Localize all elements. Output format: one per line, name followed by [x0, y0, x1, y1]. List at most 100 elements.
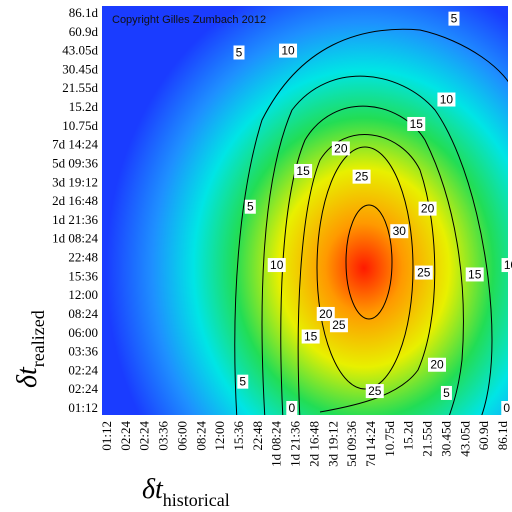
x-tick-label: 1d 21:36 — [288, 421, 303, 467]
svg-text:δtrealized: δtrealized — [12, 310, 48, 388]
contour-labels: 5555510101010151515152020202025252525300… — [233, 11, 512, 415]
y-tick-label: 22:48 — [68, 250, 98, 265]
contour-label-bg — [440, 385, 452, 400]
y-tick-label: 60.9d — [69, 24, 99, 39]
y-tick-label: 7d 14:24 — [52, 137, 98, 152]
x-tick-label: 08:24 — [193, 421, 208, 451]
y-tick-label: 86.1d — [69, 5, 99, 20]
x-tick-label: 10.75d — [382, 421, 397, 457]
contour-label: 20 — [430, 358, 444, 372]
contour-label: 5 — [451, 12, 458, 26]
contour-label: 10 — [504, 258, 512, 272]
contour-label-bg — [365, 384, 384, 399]
x-tick-label: 15:36 — [231, 421, 246, 451]
y-tick-label: 43.05d — [62, 43, 98, 58]
contour-label: 0 — [503, 401, 510, 415]
contour-label: 30 — [393, 224, 407, 238]
contour-label-bg — [501, 258, 512, 273]
contour-label-bg — [448, 11, 460, 26]
x-tick-label: 5d 09:36 — [344, 421, 359, 467]
y-tick-label: 1d 08:24 — [52, 231, 98, 246]
contour-line-30 — [345, 204, 393, 320]
heat-field — [102, 6, 508, 415]
y-tick-label: 02:24 — [68, 362, 98, 377]
contour-label-bg — [244, 199, 256, 214]
contour-label-bg — [418, 201, 437, 216]
plot-area: 5555510101010151515152020202025252525300… — [102, 6, 512, 415]
contour-line-5 — [234, 28, 508, 415]
x-tick-label: 3d 19:12 — [325, 421, 340, 467]
contour-label-bg — [286, 401, 298, 415]
y-tick-label: 10.75d — [62, 118, 98, 133]
contour-label: 10 — [440, 93, 454, 107]
x-tick-label: 03:36 — [156, 421, 171, 451]
contour-label: 20 — [421, 202, 435, 216]
contour-label-bg — [331, 141, 350, 156]
contour-label-bg — [237, 374, 249, 389]
x-tick-label: 06:00 — [174, 421, 189, 451]
contour-label-bg — [329, 318, 348, 333]
x-tick-label: 21.55d — [420, 421, 435, 457]
x-tick-label: 12:00 — [212, 421, 227, 451]
contour-line-25 — [316, 146, 414, 390]
y-tick-label: 08:24 — [68, 306, 98, 321]
x-tick-label: 02:24 — [118, 421, 133, 451]
x-tick-label: 30.45d — [438, 421, 453, 457]
contour-label-bg — [301, 329, 320, 344]
contour-label: 25 — [355, 170, 369, 184]
x-tick-label: 60.9d — [476, 420, 491, 450]
x-tick-label: 86.1d — [495, 421, 510, 451]
x-axis-ticks: 01:12 02:24 02:24 03:36 06:00 08:24 12:00 15:36… — [99, 420, 510, 466]
y-axis-ticks: 86.1d 60.9d 43.05d 30.45d 21.55d 15.2d 10.75d 7… — [52, 5, 98, 415]
y-tick-label: 12:00 — [68, 287, 98, 302]
x-tick-label: 15.2d — [401, 421, 416, 451]
contour-label-bg — [390, 224, 409, 239]
y-tick-label: 15.2d — [69, 99, 99, 114]
contour-label: 25 — [417, 266, 431, 280]
x-axis-symbol: δt — [142, 474, 164, 505]
contour-label: 5 — [239, 375, 246, 389]
contour-label: 15 — [468, 267, 482, 281]
contour-label-bg — [352, 169, 371, 184]
x-tick-label: 01:12 — [99, 421, 114, 451]
y-tick-label: 02:24 — [68, 381, 98, 396]
contour-label-bg — [267, 258, 286, 273]
y-axis-subscript: realized — [28, 310, 48, 367]
contour-label-bg — [316, 306, 335, 321]
contour-label-bg — [407, 116, 426, 131]
contour-label-bg — [428, 357, 446, 372]
x-tick-label: 43.05d — [457, 421, 472, 457]
contour-label: 15 — [410, 117, 424, 131]
contour-label-bg — [414, 265, 433, 280]
contour-label: 25 — [368, 384, 382, 398]
y-tick-label: 30.45d — [62, 61, 98, 76]
contour-label-bg — [501, 401, 512, 415]
contour-label: 5 — [443, 386, 450, 400]
y-tick-label: 01:12 — [68, 400, 98, 415]
x-tick-label: 2d 16:48 — [306, 421, 321, 467]
y-axis-title: δtrealized — [12, 310, 48, 388]
contour-label: 10 — [281, 44, 295, 58]
y-tick-label: 5d 09:36 — [52, 155, 98, 170]
contour-label: 15 — [304, 330, 318, 344]
y-tick-label: 21.55d — [62, 80, 98, 95]
y-axis-symbol: δt — [12, 366, 43, 388]
contour-label: 0 — [288, 401, 295, 415]
contour-label: 25 — [332, 318, 346, 332]
y-tick-label: 15:36 — [68, 268, 98, 283]
x-tick-label: 22:48 — [250, 421, 265, 451]
x-tick-label: 02:24 — [137, 421, 152, 451]
x-tick-label: 7d 14:24 — [363, 421, 378, 467]
x-axis-title: δthistorical — [142, 474, 230, 510]
y-tick-label: 2d 16:48 — [52, 193, 98, 208]
contour-label-bg — [294, 164, 313, 178]
y-tick-label: 1d 21:36 — [52, 212, 98, 227]
contour-label: 15 — [296, 164, 310, 178]
contour-line-20 — [297, 134, 436, 415]
contour-label-bg — [279, 43, 298, 58]
contour-label-bg — [465, 267, 484, 282]
copyright-notice: Copyright Gilles Zumbach 2012 — [112, 14, 266, 26]
x-axis-subscript: historical — [163, 490, 230, 510]
contour-label: 20 — [319, 307, 333, 321]
